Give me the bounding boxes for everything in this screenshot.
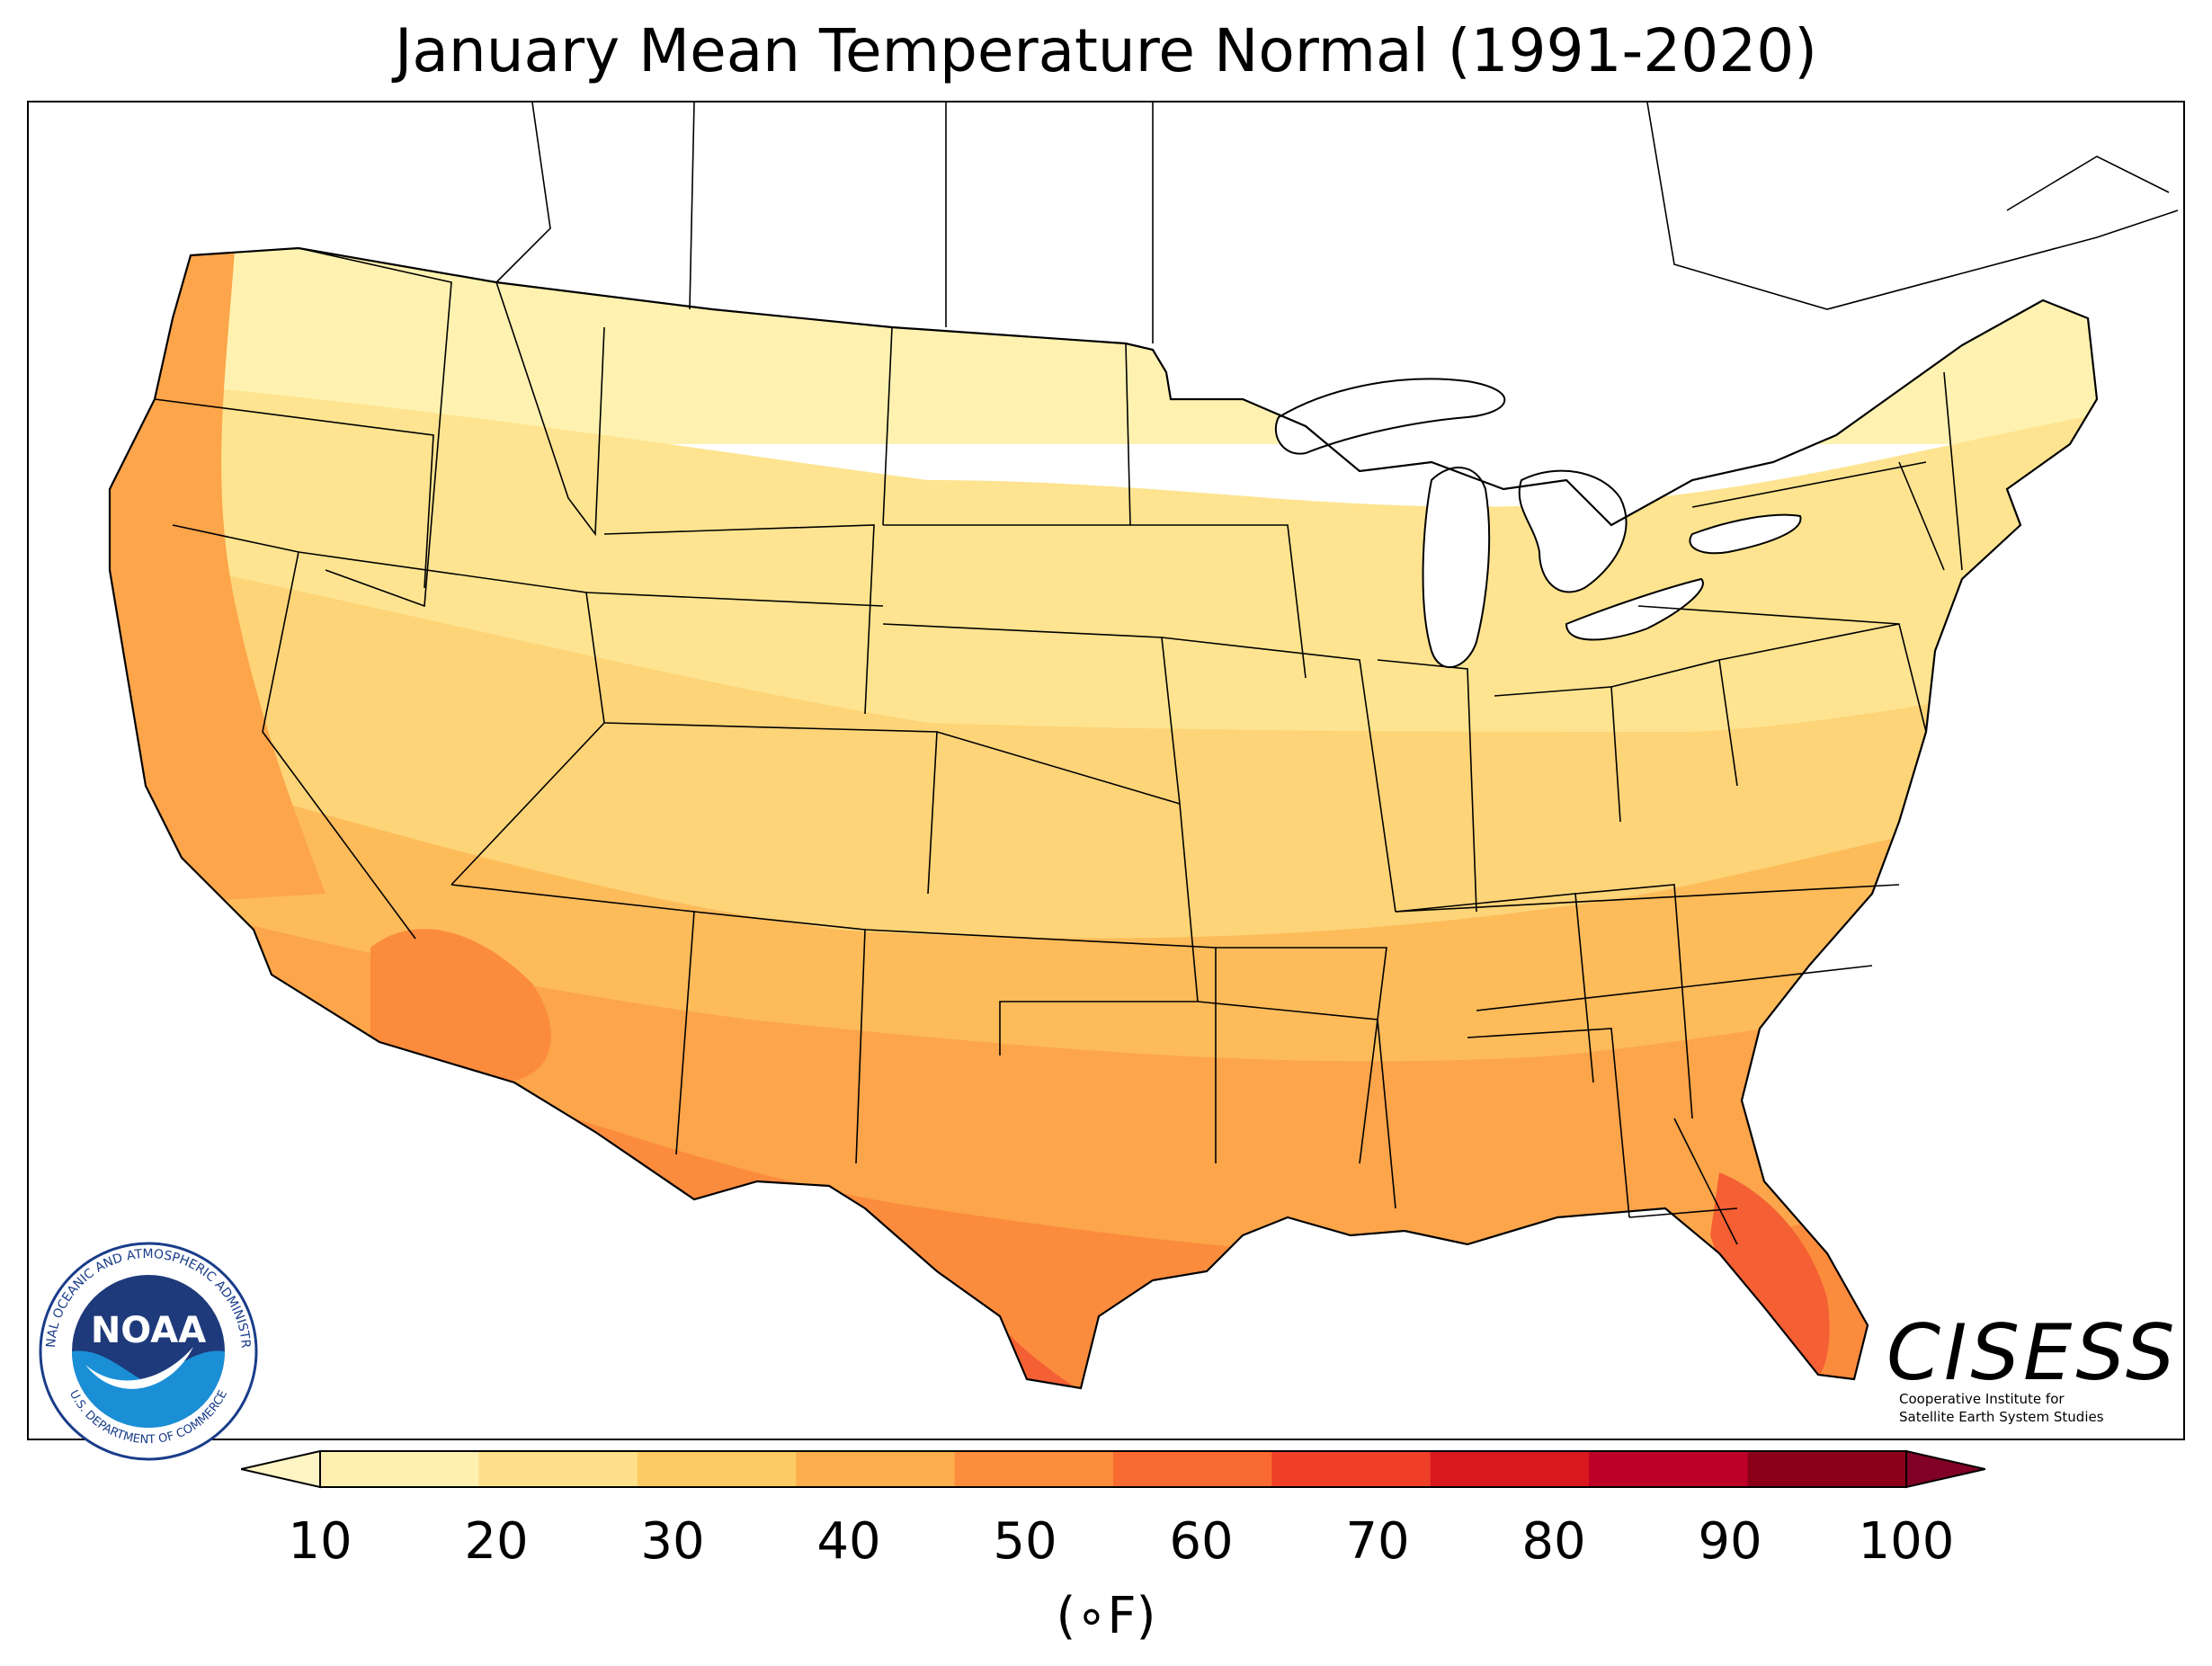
lake-huron (1518, 469, 1628, 593)
colorbar-frame (319, 1450, 1907, 1488)
colorbar-segment (796, 1451, 956, 1487)
temperature-map (108, 102, 2179, 1390)
colorbar-segment (320, 1451, 479, 1487)
noaa-logo: NATIONAL OCEANIC AND ATMOSPHERIC ADMINIS… (36, 1239, 258, 1461)
band-southwest-desert (370, 929, 551, 1082)
lake-ontario (1689, 513, 1802, 555)
noaa-emblem-text: NOAA (91, 1310, 206, 1351)
band-west-coast (110, 248, 326, 912)
us-outline (108, 246, 2099, 1390)
colorbar-tick-label: 80 (1521, 1512, 1586, 1571)
colorbar-tick-label: 30 (640, 1512, 705, 1571)
colorbar-segment (478, 1451, 638, 1487)
map-frame (27, 101, 2185, 1440)
colorbar-over-arrow (1905, 1449, 1985, 1489)
colorbar-segment (1113, 1451, 1272, 1487)
colorbar-units-label: (∘F) (1056, 1587, 1156, 1645)
colorbar-tick-label: 60 (1169, 1512, 1234, 1571)
colorbar-tick-label: 90 (1698, 1512, 1762, 1571)
cisess-name: CISESS (1886, 1308, 2179, 1398)
colorbar-segment (1589, 1451, 1749, 1487)
colorbar-segment (637, 1451, 797, 1487)
lake-michigan (1422, 467, 1491, 669)
colorbar-segment (1747, 1451, 1907, 1487)
colorbar-segment (954, 1451, 1114, 1487)
colorbar-tick-label: 40 (816, 1512, 881, 1571)
band-north (110, 248, 2097, 444)
band-south-florida (1710, 1172, 1830, 1385)
neighbor-boundaries (495, 102, 2179, 343)
cisess-subtitle-1: Cooperative Institute for (1899, 1391, 2065, 1407)
colorbar-tick-label: 50 (993, 1512, 1057, 1571)
colorbar-tick-label: 20 (464, 1512, 529, 1571)
colorbar-tick-label: 70 (1345, 1512, 1410, 1571)
colorbar-segment (1430, 1451, 1590, 1487)
state-boundaries (154, 247, 1963, 1245)
lake-erie (1565, 577, 1704, 641)
temperature-bands (110, 248, 2097, 1388)
lake-superior (1274, 378, 1506, 455)
great-lakes (1274, 378, 1802, 669)
map-title: January Mean Temperature Normal (1991-20… (394, 16, 1818, 85)
band-south-texas (1009, 1334, 1090, 1388)
colorbar-tick-label: 100 (1858, 1512, 1955, 1571)
colorbar-segment (1271, 1451, 1432, 1487)
colorbar-segments (320, 1451, 1907, 1487)
colorbar (241, 1449, 1985, 1489)
cisess-subtitle-2: Satellite Earth System Studies (1899, 1409, 2104, 1425)
cisess-logo: CISESS Cooperative Institute for Satelli… (1886, 1308, 2174, 1434)
colorbar-tick-label: 10 (288, 1512, 352, 1571)
